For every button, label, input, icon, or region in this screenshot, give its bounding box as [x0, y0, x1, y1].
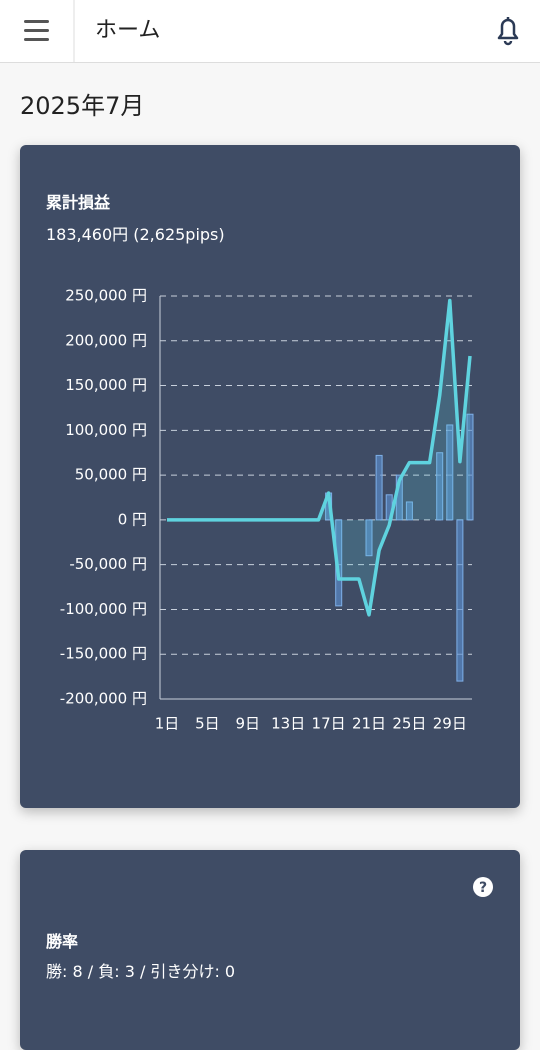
- card-title: 累計損益: [46, 193, 111, 212]
- notification-button[interactable]: [497, 17, 519, 46]
- x-tick-label: 17日: [312, 715, 346, 733]
- month-label: 2025年7月: [20, 92, 145, 120]
- line: [167, 298, 472, 617]
- y-tick-label: 50,000 円: [75, 466, 147, 484]
- x-tick-label: 5日: [195, 715, 220, 733]
- y-tick-label: 150,000 円: [65, 376, 147, 394]
- line-area: [167, 300, 470, 615]
- x-tick-label: 25日: [392, 715, 426, 733]
- x-tick-label: 9日: [236, 715, 261, 733]
- x-tick-label: 29日: [433, 715, 467, 733]
- bar: [436, 452, 444, 521]
- bar: [375, 454, 383, 521]
- help-button[interactable]: ?: [469, 873, 499, 903]
- chart: -200,000 円 -150,000 円 -100,000 円 -50,000 円 0…: [60, 287, 474, 733]
- card-title: 勝率: [46, 932, 79, 951]
- bar: [446, 424, 454, 521]
- x-tick-label: 21日: [352, 715, 386, 733]
- y-tick-label: -150,000 円: [60, 645, 147, 663]
- bar: [365, 519, 373, 557]
- menu-button[interactable]: [24, 20, 49, 41]
- bar: [466, 413, 474, 521]
- y-tick-label: 0 円: [118, 510, 147, 528]
- y-tick-label: -50,000 円: [69, 555, 147, 573]
- svg-text:?: ?: [479, 880, 487, 896]
- y-tick-label: 200,000 円: [65, 331, 147, 349]
- y-tick-label: 100,000 円: [65, 421, 147, 439]
- page-title: ホーム: [95, 18, 160, 43]
- bar: [405, 501, 413, 521]
- bar: [456, 519, 464, 682]
- app-header: ホーム: [0, 0, 540, 63]
- y-tick-label: -100,000 円: [60, 600, 147, 618]
- card-summary: 183,460円 (2,625pips): [46, 225, 225, 244]
- win-rate-card: ? 勝率 勝: 8 / 負: 3 / 引き分け: 0: [20, 850, 520, 1050]
- y-tick-label: -200,000 円: [60, 690, 147, 708]
- x-tick-label: 13日: [271, 715, 305, 733]
- header-icons: ホーム: [24, 0, 519, 62]
- card-summary: 勝: 8 / 負: 3 / 引き分け: 0: [46, 962, 236, 981]
- y-tick-label: 250,000 円: [65, 287, 147, 305]
- x-tick-label: 1日: [155, 715, 180, 733]
